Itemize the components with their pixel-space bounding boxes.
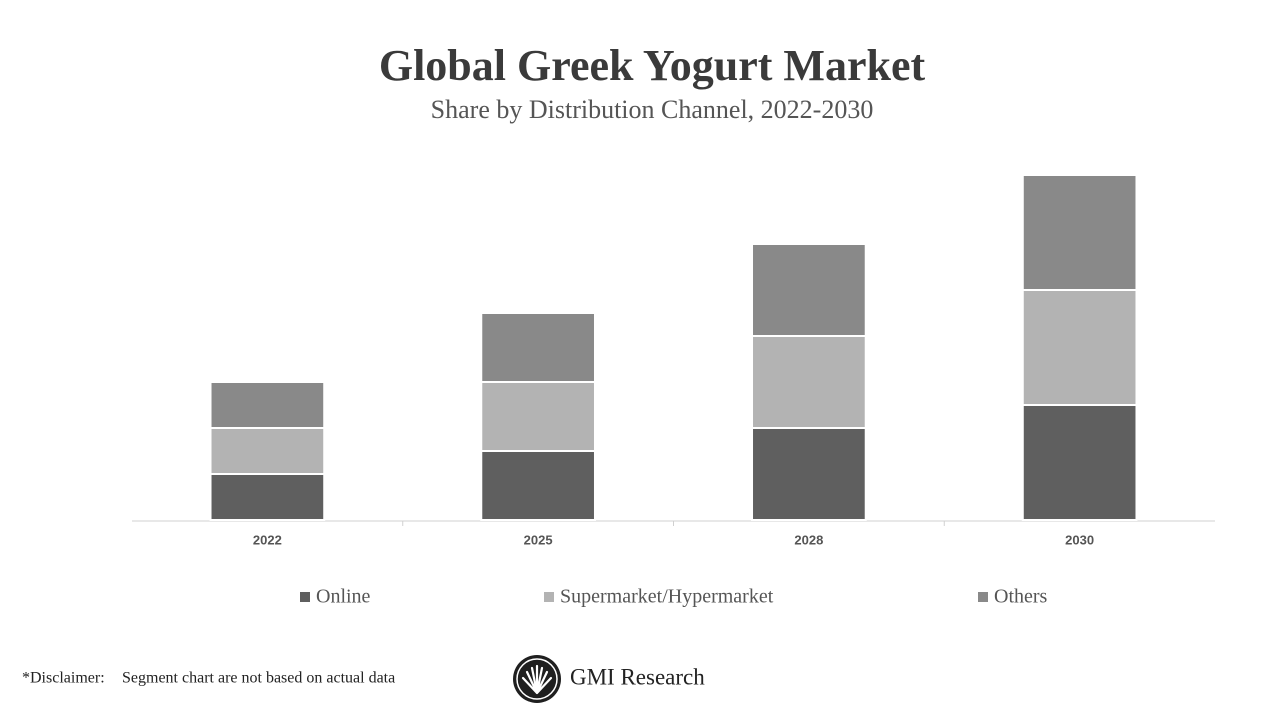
legend-swatch <box>978 592 988 602</box>
x-tick-label: 2022 <box>253 532 282 547</box>
x-tick-label: 2030 <box>1065 532 1094 547</box>
bar-segment <box>1021 404 1138 521</box>
bar-segment <box>480 381 596 452</box>
legend-swatch <box>300 592 310 602</box>
bar-segment <box>480 450 596 521</box>
disclaimer-label: *Disclaimer: <box>22 670 105 687</box>
disclaimer: Segment chart are not based on actual da… <box>122 670 395 687</box>
logo <box>513 655 561 703</box>
legend-label: Supermarket/Hypermarket <box>560 586 774 608</box>
x-tick-label: 2028 <box>794 532 823 547</box>
bar-segment <box>209 381 326 429</box>
bar-segment <box>209 473 326 521</box>
bar-segment <box>751 335 867 429</box>
bar-segment <box>751 427 867 521</box>
bar-segment <box>751 243 867 337</box>
chart-subtitle: Share by Distribution Channel, 2022-2030 <box>431 95 874 124</box>
legend-label: Online <box>316 586 371 608</box>
legend-label: Others <box>994 586 1048 608</box>
bar-segment <box>209 427 326 475</box>
bar-segment <box>480 312 596 383</box>
bar-segment <box>1021 174 1138 291</box>
bar-segment <box>1021 289 1138 406</box>
x-tick-label: 2025 <box>524 532 553 547</box>
brand: GMI Research <box>570 664 705 689</box>
chart-title: Global Greek Yogurt Market <box>379 41 926 90</box>
legend-swatch <box>544 592 554 602</box>
